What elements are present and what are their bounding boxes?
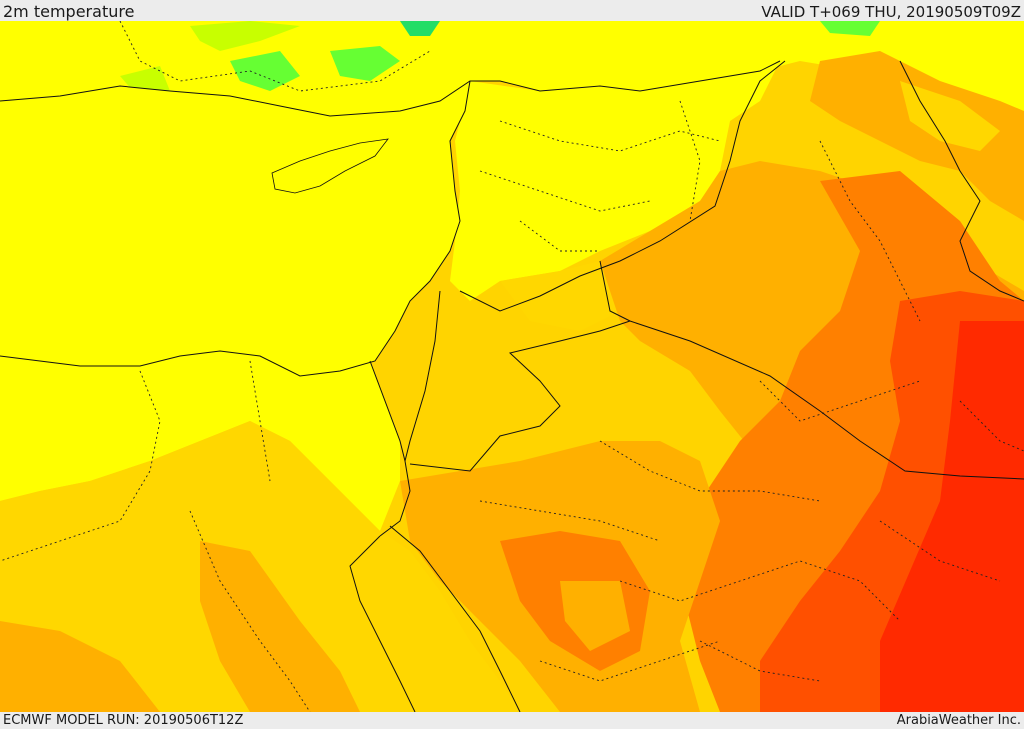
saudi-patch (560, 581, 630, 651)
province-boundaries (0, 21, 1024, 712)
red-sea (340, 531, 520, 712)
valid-time: VALID T+069 THU, 20190509T09Z (761, 3, 1021, 21)
hottest-zone (880, 321, 1024, 712)
cool-patch-5 (820, 21, 880, 36)
credit-label: ArabiaWeather Inc. (896, 713, 1021, 728)
jordan-north (500, 261, 620, 331)
nile-warm (200, 541, 360, 712)
model-run-label: ECMWF MODEL RUN: 20190506T12Z (3, 713, 244, 728)
footer-bar: ECMWF MODEL RUN: 20190506T12Z ArabiaWeat… (0, 712, 1024, 729)
temperature-map[interactable] (0, 21, 1024, 712)
cool-patch-2 (330, 46, 400, 81)
egypt-sw-warm (0, 621, 160, 712)
syria-region (450, 61, 780, 301)
cool-patch-3 (400, 21, 440, 36)
northeast-mild (900, 81, 1000, 151)
map-canvas (0, 21, 1024, 712)
cool-patch-1 (230, 51, 300, 91)
header-bar: 2m temperature VALID T+069 THU, 20190509… (0, 0, 1024, 21)
northeast-warm (810, 51, 1024, 221)
cyprus-outline (271, 138, 389, 194)
cool-strip-1 (190, 21, 300, 51)
border-lines (0, 60, 1024, 712)
map-title: 2m temperature (3, 2, 135, 21)
